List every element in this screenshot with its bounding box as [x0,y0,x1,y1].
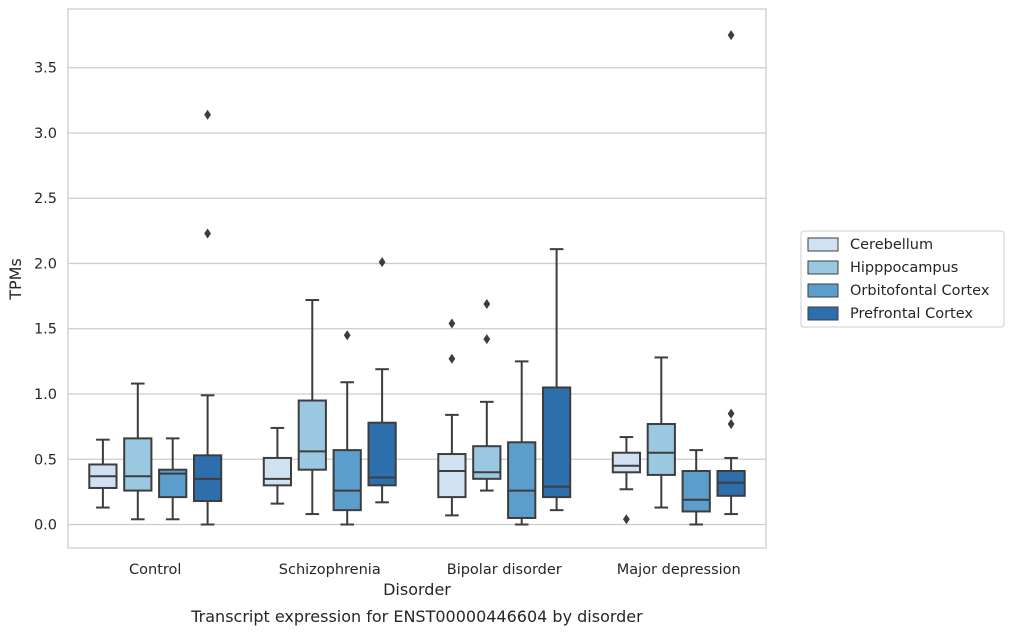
legend-label: Hipppocampus [850,260,958,276]
iqr-box [332,449,362,512]
box-hipppocampus-schizophrenia [297,299,327,516]
y-tick-label: 1.0 [34,387,57,403]
box-orbitofontal-cortex-control [158,437,188,521]
box-cerebellum-bipolar-disorder [437,318,467,517]
box-cerebellum-major-depression [611,436,642,525]
iqr-box [367,421,397,487]
y-tick-label: 2.0 [34,256,57,272]
outlier-point [448,353,456,364]
outlier-point [727,408,735,419]
x-tick-label: Bipolar disorder [447,562,562,578]
iqr-box [507,441,537,519]
legend-label: Cerebellum [850,237,933,253]
iqr-box [611,451,642,474]
box-hipppocampus-control [123,382,153,521]
legend: Cerebellum Hipppocampus Orbitofontal Corte… [800,230,1005,328]
iqr-box [437,453,467,499]
iqr-box [472,445,502,480]
y-tick-label: 3.5 [34,61,57,77]
outlier-point [343,330,351,341]
plot-frame [67,8,767,549]
box-prefrontal-cortex-schizophrenia [367,257,397,504]
box-hipppocampus-major-depression [646,356,676,509]
grid-lines [68,67,766,526]
x-axis-label: Disorder [383,580,451,599]
legend-swatch [807,260,839,275]
box-plots [88,30,746,526]
box-orbitofontal-cortex-schizophrenia [332,330,362,526]
legend-swatch [807,283,839,298]
iqr-box [541,386,572,499]
box-prefrontal-cortex-bipolar-disorder [541,248,572,512]
box-hipppocampus-bipolar-disorder [472,298,502,492]
x-tick-label: Schizophrenia [279,562,381,578]
legend-frame [800,230,1005,328]
outlier-point [727,30,735,41]
y-tick-label: 0.5 [34,452,57,468]
x-tick-label: Major depression [617,562,741,578]
chart-caption: Transcript expression for ENST0000044660… [190,607,643,626]
outlier-point [623,514,630,525]
y-tick-label: 1.5 [34,322,57,338]
outlier-point [727,419,735,430]
outlier-point [204,228,211,239]
outlier-point [483,334,491,345]
outlier-point [483,298,491,309]
box-cerebellum-control [88,438,118,509]
x-tick-label: Control [129,562,181,578]
box-orbitofontal-cortex-major-depression [681,449,711,526]
x-tick-labels: Control Schizophrenia Bipolar disorder Majo… [129,562,741,578]
outlier-point [448,318,456,329]
y-axis-label: TPMs [6,258,25,301]
box-orbitofontal-cortex-bipolar-disorder [507,360,537,526]
legend-label: Prefrontal Cortex [850,306,973,322]
box-prefrontal-cortex-major-depression [716,30,746,516]
legend-label: Orbitofontal Cortex [850,283,990,299]
iqr-box [646,423,676,476]
iqr-box [297,399,327,471]
outlier-point [204,109,211,120]
legend-swatch [807,306,839,321]
y-tick-label: 2.5 [34,191,57,207]
iqr-box [123,437,153,492]
iqr-box [262,456,293,487]
iqr-box [681,470,711,513]
box-prefrontal-cortex-control [192,109,223,526]
outlier-point [378,257,386,268]
y-tick-labels: 0.0 0.5 1.0 1.5 2.0 2.5 3.0 3.5 [34,61,57,534]
y-tick-label: 3.0 [34,126,57,142]
box-cerebellum-schizophrenia [262,426,293,505]
legend-swatch [807,237,839,252]
y-tick-label: 0.0 [34,518,57,534]
